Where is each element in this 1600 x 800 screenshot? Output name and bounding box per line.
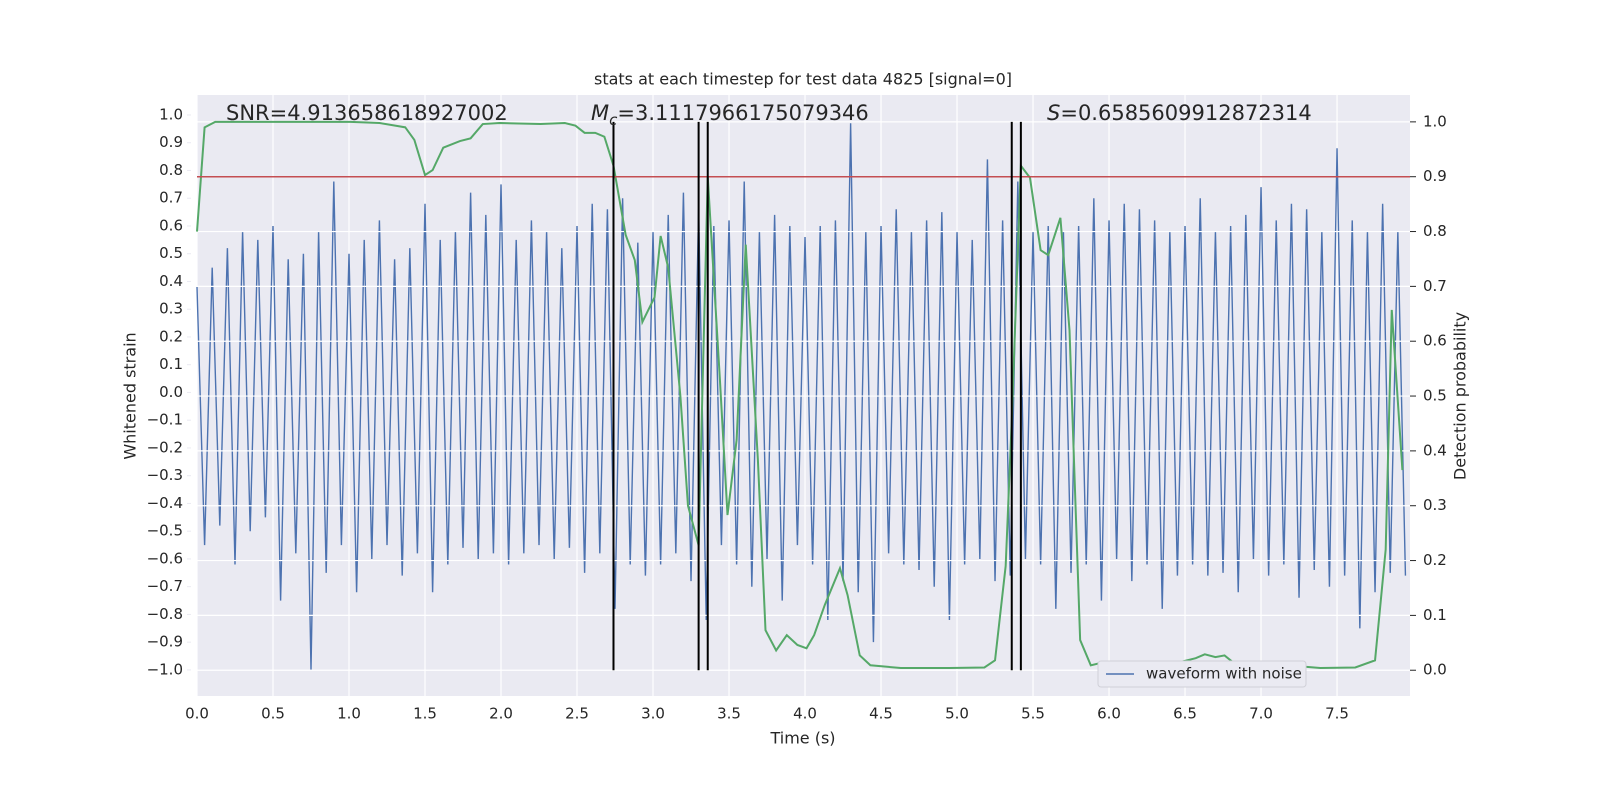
y2-tick-label: 0.5 <box>1423 387 1447 405</box>
annotation: Mc=3.1117966175079346 <box>591 101 869 129</box>
y-tick-label: −0.2 <box>147 438 183 456</box>
y2-tick-label: 0.0 <box>1423 661 1447 679</box>
y2-tick-label: 0.7 <box>1423 277 1447 295</box>
x-tick-label: 6.5 <box>1173 705 1197 723</box>
annotation: S=0.6585609912872314 <box>1047 101 1312 125</box>
chart-title: stats at each timestep for test data 482… <box>594 70 1012 89</box>
annotation-symbol: S <box>1047 101 1060 125</box>
y-tick-label: −1.0 <box>147 660 183 678</box>
annotation: SNR=4.913658618927002 <box>226 101 508 125</box>
x-tick-label: 3.0 <box>641 705 665 723</box>
y-tick-label: 0.6 <box>159 216 183 234</box>
y-tick-label: 0.0 <box>159 383 183 401</box>
annotation-text: =3.1117966175079346 <box>617 101 868 125</box>
y-tick-label: −0.8 <box>147 605 183 623</box>
x-tick-label: 6.0 <box>1097 705 1121 723</box>
legend-label: waveform with noise <box>1146 665 1302 683</box>
waveform-line <box>196 123 1407 670</box>
y-tick-label: 0.5 <box>159 244 183 262</box>
x-tick-label: 5.5 <box>1021 705 1045 723</box>
annotation-text: SNR=4.913658618927002 <box>226 101 508 125</box>
y-tick-label: −0.6 <box>147 549 183 567</box>
y2-tick-label: 0.2 <box>1423 551 1447 569</box>
y-tick-label: 0.3 <box>159 300 183 318</box>
y2-tick-label: 1.0 <box>1423 112 1447 130</box>
x-tick-label: 1.0 <box>337 705 361 723</box>
y2-tick-label: 0.3 <box>1423 496 1447 514</box>
y-tick-label: −0.7 <box>147 577 183 595</box>
legend-box <box>1097 660 1307 688</box>
x-tick-label: 0.0 <box>185 705 209 723</box>
x-tick-label: 3.5 <box>717 705 741 723</box>
x-tick-label: 4.5 <box>869 705 893 723</box>
y-tick-label: −0.9 <box>147 633 183 651</box>
y2-tick-label: 0.8 <box>1423 222 1447 240</box>
x-tick-label: 5.0 <box>945 705 969 723</box>
annotation-symbol: M <box>591 101 609 125</box>
x-axis-label: Time (s) <box>769 729 835 748</box>
y-tick-label: 0.4 <box>159 272 183 290</box>
y-tick-label: 1.0 <box>159 105 183 123</box>
annotation-text: =0.6585609912872314 <box>1060 101 1311 125</box>
y-tick-label: 0.1 <box>159 355 183 373</box>
y-tick-label: 0.9 <box>159 133 183 151</box>
y2-tick-label: 0.9 <box>1423 167 1447 185</box>
y2-tick-label: 0.6 <box>1423 332 1447 350</box>
y-tick-label: −0.1 <box>147 411 183 429</box>
y-tick-label: −0.5 <box>147 522 183 540</box>
y-tick-label: −0.4 <box>147 494 183 512</box>
annotation-subscript: c <box>609 111 618 129</box>
y-axis-label: Whitened strain <box>121 332 140 459</box>
x-tick-label: 2.0 <box>489 705 513 723</box>
y-tick-label: 0.8 <box>159 161 183 179</box>
y-tick-label: 0.7 <box>159 189 183 207</box>
y-tick-label: −0.3 <box>147 466 183 484</box>
x-tick-label: 7.5 <box>1325 705 1349 723</box>
x-tick-label: 2.5 <box>565 705 589 723</box>
x-tick-label: 1.5 <box>413 705 437 723</box>
x-tick-label: 4.0 <box>793 705 817 723</box>
y2-tick-label: 0.1 <box>1423 606 1447 624</box>
y-tick-label: 0.2 <box>159 327 183 345</box>
y2-axis-label: Detection probability <box>1451 312 1470 480</box>
x-tick-label: 0.5 <box>261 705 285 723</box>
y2-tick-label: 0.4 <box>1423 441 1447 459</box>
probability-line <box>196 120 1404 670</box>
x-tick-label: 7.0 <box>1249 705 1273 723</box>
